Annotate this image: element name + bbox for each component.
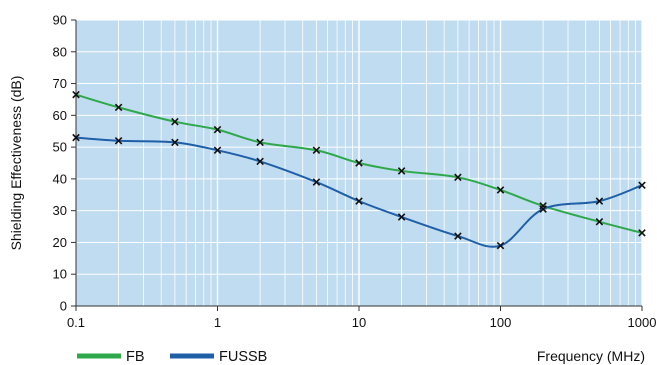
y-tick-label: 40 [53, 171, 67, 186]
y-tick-label: 10 [53, 267, 67, 282]
x-axis-title: Frequency (MHz) [537, 348, 645, 364]
data-point-fb [213, 125, 222, 134]
y-tick-label: 30 [53, 203, 67, 218]
data-point-fussb [171, 138, 179, 147]
data-point-fb [397, 167, 406, 175]
legend-label-fussb: FUSSB [219, 349, 267, 365]
data-point-fussb [638, 181, 646, 190]
data-point-fb [312, 146, 321, 155]
data-point-fb [114, 103, 123, 112]
data-point-fussb [539, 205, 547, 213]
data-point-fb [496, 186, 505, 194]
x-tick-label: 100 [490, 315, 512, 330]
plot-area [75, 19, 643, 307]
y-tick-label: 20 [53, 235, 67, 250]
y-tick-label: 80 [53, 44, 67, 59]
data-point-fb [595, 218, 604, 226]
y-tick-label: 0 [60, 299, 67, 314]
tick-labels: 0 10 20 30 40 50 60 70 80 90 0.1 1 10 100 1000 [53, 13, 657, 331]
y-tick-label: 90 [53, 13, 67, 28]
legend-label-fb: FB [126, 349, 145, 365]
data-point-fussb [595, 197, 604, 205]
y-tick-label: 70 [53, 76, 67, 91]
data-point-fb [171, 117, 179, 126]
data-point-fussb [397, 213, 406, 221]
data-point-fb [355, 159, 363, 167]
data-point-fussb [213, 146, 222, 155]
y-tick-label: 60 [53, 108, 67, 123]
data-point-fb [256, 138, 264, 147]
data-point-fussb [312, 178, 321, 186]
data-point-fb [72, 90, 80, 99]
data-point-fussb [72, 133, 80, 142]
y-tick-label: 50 [53, 140, 67, 155]
legend: FB FUSSB [77, 349, 267, 365]
data-point-fb [454, 173, 462, 182]
x-tick-label: 10 [352, 315, 366, 330]
y-axis-title: Shielding Effectiveness (dB) [8, 76, 24, 251]
data-point-fussb [355, 197, 363, 205]
data-point-fussb [256, 157, 264, 166]
data-point-fussb [496, 241, 505, 250]
x-tick-label: 1000 [628, 315, 657, 330]
data-point-fussb [114, 136, 123, 145]
data-point-fussb [454, 232, 462, 240]
data-point-fb [638, 229, 646, 237]
x-tick-label: 0.1 [67, 315, 85, 330]
gridlines [76, 19, 643, 306]
series-layer [72, 90, 646, 250]
x-tick-label: 1 [214, 315, 221, 330]
